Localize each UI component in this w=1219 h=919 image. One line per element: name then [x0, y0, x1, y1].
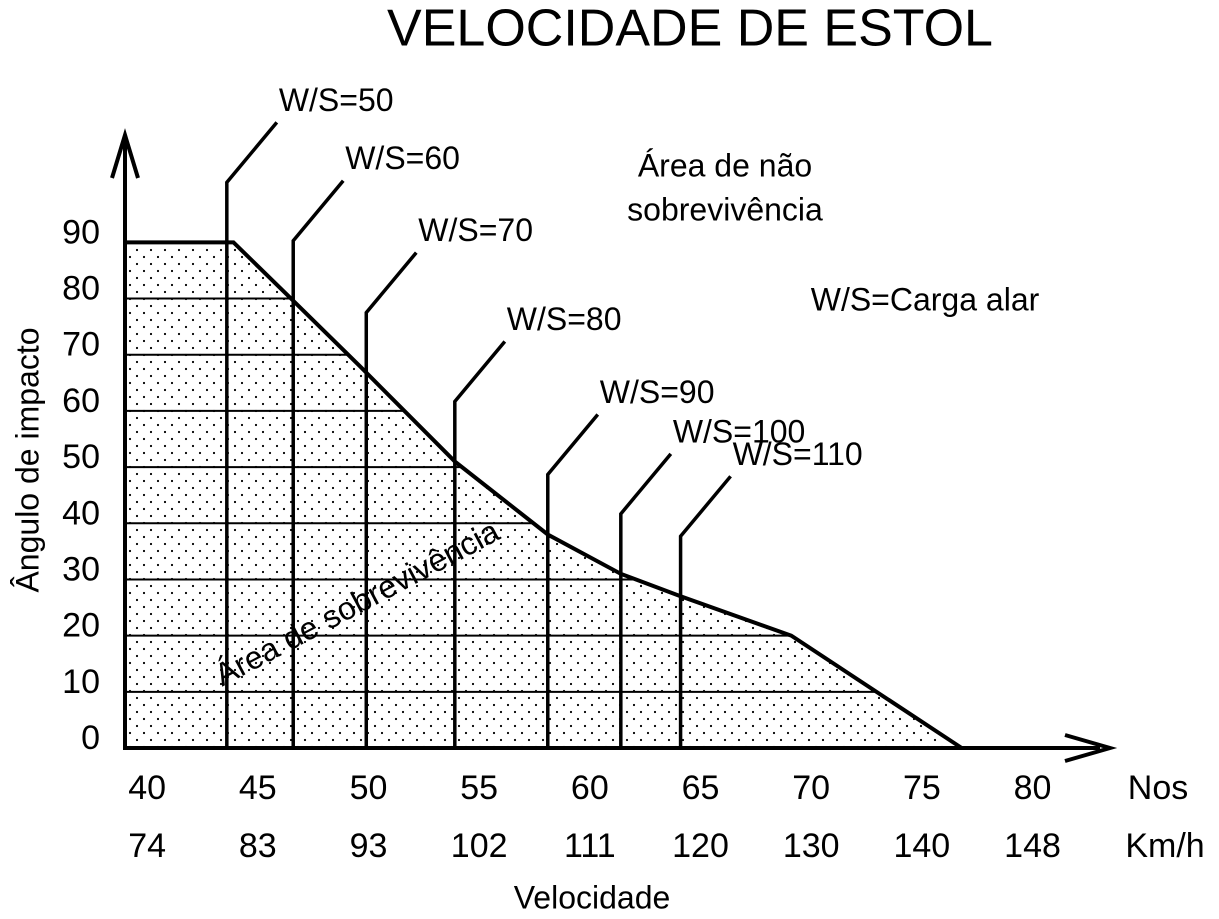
- marker-label: W/S=50: [279, 82, 394, 118]
- marker-line: [619, 452, 673, 748]
- x-unit: Nos: [1128, 769, 1188, 807]
- x2-tick-label: 74: [128, 827, 166, 865]
- y-tick-label: 60: [62, 382, 100, 420]
- x-tick-label: 80: [1014, 769, 1052, 807]
- y-axis-label: Ângulo de impacto: [9, 327, 45, 592]
- x2-tick-label: 130: [783, 827, 840, 865]
- marker-line: [678, 475, 732, 748]
- x-tick-label: 55: [460, 769, 498, 807]
- area-line: [125, 240, 963, 750]
- y-tick-label: 0: [81, 719, 100, 757]
- marker-label: W/S=80: [507, 301, 622, 337]
- x-axis-label: Velocidade: [514, 879, 671, 915]
- marker-label: W/S=60: [345, 140, 460, 176]
- x-tick-label: 40: [128, 769, 166, 807]
- x-tick-label: 50: [350, 769, 388, 807]
- x2-tick-label: 93: [350, 827, 388, 865]
- annotation: Área de não: [638, 147, 812, 183]
- marker-label: W/S=100: [673, 413, 806, 449]
- y-tick-label: 80: [62, 270, 100, 308]
- marker-line: [453, 340, 507, 748]
- y-tick-label: 30: [62, 550, 100, 588]
- chart-title: VELOCIDADE DE ESTOL: [387, 0, 993, 58]
- x2-tick-label: 148: [1004, 827, 1061, 865]
- x2-tick-label: 120: [672, 827, 729, 865]
- y-tick-label: 70: [62, 326, 100, 364]
- x-tick-label: 45: [239, 769, 277, 807]
- marker-label: W/S=90: [600, 374, 715, 410]
- marker-label: W/S=70: [418, 212, 533, 248]
- marker-line: [546, 413, 600, 748]
- y-tick-label: 50: [62, 438, 100, 476]
- x-tick-label: 65: [682, 769, 720, 807]
- x2-unit: Km/h: [1125, 827, 1204, 865]
- x2-tick-label: 140: [893, 827, 950, 865]
- marker-line: [364, 251, 418, 748]
- y-tick-label: 90: [62, 213, 100, 251]
- x-tick-label: 75: [903, 769, 941, 807]
- y-tick-label: 10: [62, 663, 100, 701]
- y-tick-label: 40: [62, 494, 100, 532]
- annotation: W/S=Carga alar: [811, 281, 1040, 317]
- marker-label: W/S=110: [733, 436, 863, 472]
- x-tick-label: 60: [571, 769, 609, 807]
- x2-tick-label: 102: [451, 827, 508, 865]
- marker-line: [291, 179, 345, 748]
- x2-tick-label: 83: [239, 827, 277, 865]
- annotation: sobrevivência: [627, 191, 823, 227]
- y-tick-label: 20: [62, 607, 100, 645]
- x2-tick-label: 111: [564, 827, 616, 865]
- marker-line: [225, 121, 279, 748]
- x-tick-label: 70: [792, 769, 830, 807]
- area-fill: [125, 242, 962, 748]
